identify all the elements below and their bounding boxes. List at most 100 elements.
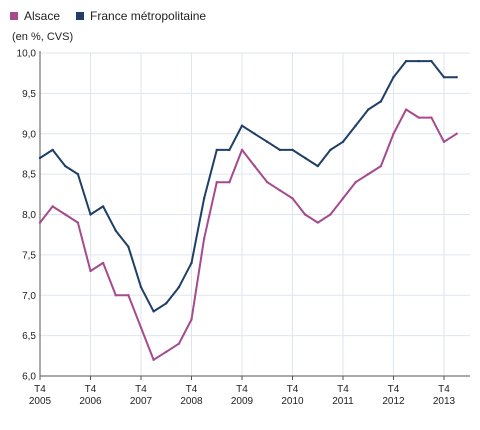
data-point-alsace xyxy=(64,213,67,216)
y-axis-unit-label: (en %, CVS) xyxy=(12,31,74,43)
data-point-france-metropolitaine xyxy=(354,124,357,127)
data-point-alsace xyxy=(404,108,408,111)
data-point-france-metropolitaine xyxy=(442,76,446,79)
y-tick-label: 7,5 xyxy=(22,250,36,261)
legend-swatch-alsace xyxy=(10,12,18,20)
data-point-alsace xyxy=(38,221,42,224)
data-point-alsace xyxy=(190,318,193,321)
x-tick-label-quarter: T4 xyxy=(438,384,450,395)
legend-label-france: France métropolitaine xyxy=(90,9,207,23)
x-tick-label-year: 2007 xyxy=(130,396,153,407)
y-tick-label: 8,0 xyxy=(22,210,36,221)
y-tick-label: 6,0 xyxy=(22,372,36,383)
data-point-france-metropolitaine xyxy=(202,197,206,200)
data-point-france-metropolitaine xyxy=(392,76,395,79)
data-point-alsace xyxy=(430,116,433,119)
data-point-alsace xyxy=(354,181,357,184)
data-point-alsace xyxy=(127,294,130,297)
legend-item-france: France métropolitaine xyxy=(76,9,206,23)
x-tick-label-year: 2009 xyxy=(231,396,254,407)
data-point-alsace xyxy=(392,132,395,135)
data-point-france-metropolitaine xyxy=(89,213,92,216)
data-point-france-metropolitaine xyxy=(240,124,244,127)
data-point-france-metropolitaine xyxy=(303,156,307,160)
data-point-alsace xyxy=(76,221,80,224)
x-tick-label-year: 2005 xyxy=(29,396,52,407)
x-tick-label-year: 2008 xyxy=(180,396,203,407)
data-point-alsace xyxy=(455,132,458,135)
data-point-france-metropolitaine xyxy=(367,108,370,111)
legend: Alsace France métropolitaine xyxy=(10,9,206,23)
series-line-alsace xyxy=(39,108,458,361)
data-point-france-metropolitaine xyxy=(101,205,105,208)
data-point-alsace xyxy=(278,189,282,192)
data-point-alsace xyxy=(442,140,446,144)
x-tick-label-year: 2013 xyxy=(433,396,456,407)
data-point-france-metropolitaine xyxy=(404,59,408,63)
x-tick-label-quarter: T4 xyxy=(85,384,97,395)
data-point-france-metropolitaine xyxy=(316,164,319,168)
y-tick-label: 10,0 xyxy=(17,49,37,60)
data-point-france-metropolitaine xyxy=(341,140,345,144)
data-point-france-metropolitaine xyxy=(177,285,181,289)
data-point-alsace xyxy=(114,294,117,297)
data-point-alsace xyxy=(152,358,155,362)
data-point-france-metropolitaine xyxy=(152,310,155,313)
x-tick-label-quarter: T4 xyxy=(135,384,147,395)
data-point-france-metropolitaine xyxy=(76,172,80,176)
data-point-france-metropolitaine xyxy=(139,285,143,289)
data-point-france-metropolitaine xyxy=(51,148,54,152)
legend-item-alsace: Alsace xyxy=(10,9,60,23)
y-tick-label: 7,0 xyxy=(22,291,36,302)
x-tick-label-year: 2011 xyxy=(332,396,354,407)
data-point-france-metropolitaine xyxy=(417,59,420,63)
data-point-france-metropolitaine xyxy=(64,164,67,168)
data-point-alsace xyxy=(379,164,383,168)
legend-swatch-france xyxy=(76,12,85,20)
y-tick-label: 9,0 xyxy=(22,129,36,140)
data-point-france-metropolitaine xyxy=(127,245,130,248)
data-point-alsace xyxy=(202,237,206,240)
data-point-alsace xyxy=(266,181,269,184)
data-point-france-metropolitaine xyxy=(455,76,458,79)
data-point-alsace xyxy=(51,205,54,208)
data-point-alsace xyxy=(215,181,218,184)
data-point-alsace xyxy=(101,261,105,265)
data-point-alsace xyxy=(253,164,256,168)
x-tick-label-year: 2012 xyxy=(382,396,405,407)
data-point-alsace xyxy=(177,342,181,345)
x-tick-label-year: 2010 xyxy=(281,396,304,407)
data-point-france-metropolitaine xyxy=(329,148,332,152)
x-tick-label-year: 2006 xyxy=(79,396,102,407)
x-tick-label-quarter: T4 xyxy=(388,384,400,395)
x-tick-label-quarter: T4 xyxy=(287,384,299,395)
data-point-france-metropolitaine xyxy=(430,59,433,63)
legend-label-alsace: Alsace xyxy=(24,9,61,23)
y-tick-label: 8,5 xyxy=(22,170,36,181)
data-point-france-metropolitaine xyxy=(253,132,256,135)
data-point-alsace xyxy=(367,172,370,176)
x-tick-label-quarter: T4 xyxy=(34,384,46,395)
data-point-france-metropolitaine xyxy=(278,148,282,152)
data-point-alsace xyxy=(417,116,420,119)
data-point-alsace xyxy=(139,326,143,329)
data-point-france-metropolitaine xyxy=(215,148,218,152)
data-point-alsace xyxy=(316,221,319,224)
data-point-france-metropolitaine xyxy=(114,229,117,232)
data-point-france-metropolitaine xyxy=(228,148,231,152)
y-tick-label: 9,5 xyxy=(22,89,36,100)
data-point-alsace xyxy=(341,197,345,200)
data-point-alsace xyxy=(240,148,244,152)
data-point-alsace xyxy=(291,197,294,200)
data-point-france-metropolitaine xyxy=(291,148,294,152)
x-tick-label-quarter: T4 xyxy=(236,384,248,395)
data-point-france-metropolitaine xyxy=(266,140,269,144)
data-point-france-metropolitaine xyxy=(165,302,168,305)
x-tick-label-quarter: T4 xyxy=(186,384,198,395)
data-point-alsace xyxy=(165,350,168,353)
data-point-alsace xyxy=(228,181,231,184)
data-point-alsace xyxy=(329,213,332,216)
x-tick-label-quarter: T4 xyxy=(337,384,349,395)
y-tick-label: 6,5 xyxy=(22,331,36,342)
